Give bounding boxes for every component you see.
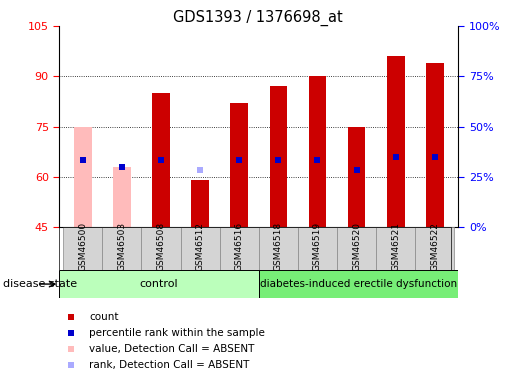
Bar xyxy=(74,127,92,227)
Text: GSM46520: GSM46520 xyxy=(352,222,361,271)
Bar xyxy=(308,76,327,227)
Bar xyxy=(102,227,142,270)
Text: GSM46521: GSM46521 xyxy=(391,222,400,271)
Bar xyxy=(230,103,248,227)
Text: percentile rank within the sample: percentile rank within the sample xyxy=(89,328,265,338)
Bar xyxy=(337,227,376,270)
Text: GSM46503: GSM46503 xyxy=(117,222,126,271)
Bar xyxy=(269,87,287,227)
Text: rank, Detection Call = ABSENT: rank, Detection Call = ABSENT xyxy=(89,360,250,370)
Text: control: control xyxy=(140,279,178,289)
Text: GSM46519: GSM46519 xyxy=(313,222,322,271)
Text: GSM46522: GSM46522 xyxy=(431,222,439,271)
Bar xyxy=(376,227,415,270)
Text: GSM46516: GSM46516 xyxy=(235,222,244,271)
Bar xyxy=(220,227,259,270)
Text: GDS1393 / 1376698_at: GDS1393 / 1376698_at xyxy=(173,9,342,26)
Bar xyxy=(113,166,131,227)
Text: diabetes-induced erectile dysfunction: diabetes-induced erectile dysfunction xyxy=(260,279,457,289)
Bar xyxy=(63,227,102,270)
Text: value, Detection Call = ABSENT: value, Detection Call = ABSENT xyxy=(89,344,254,354)
Text: GSM46508: GSM46508 xyxy=(157,222,165,271)
Bar xyxy=(181,227,220,270)
Bar xyxy=(142,227,181,270)
Text: GSM46518: GSM46518 xyxy=(274,222,283,271)
FancyBboxPatch shape xyxy=(259,270,458,298)
Bar xyxy=(387,56,405,227)
Bar xyxy=(152,93,170,227)
Text: GSM46500: GSM46500 xyxy=(78,222,87,271)
FancyBboxPatch shape xyxy=(59,270,259,298)
Bar xyxy=(191,180,209,227)
Bar xyxy=(348,127,366,227)
Text: count: count xyxy=(89,312,118,322)
Bar xyxy=(426,63,444,227)
Bar xyxy=(298,227,337,270)
Bar xyxy=(415,227,454,270)
Text: GSM46512: GSM46512 xyxy=(196,222,204,271)
Bar xyxy=(259,227,298,270)
Text: disease state: disease state xyxy=(3,279,77,289)
